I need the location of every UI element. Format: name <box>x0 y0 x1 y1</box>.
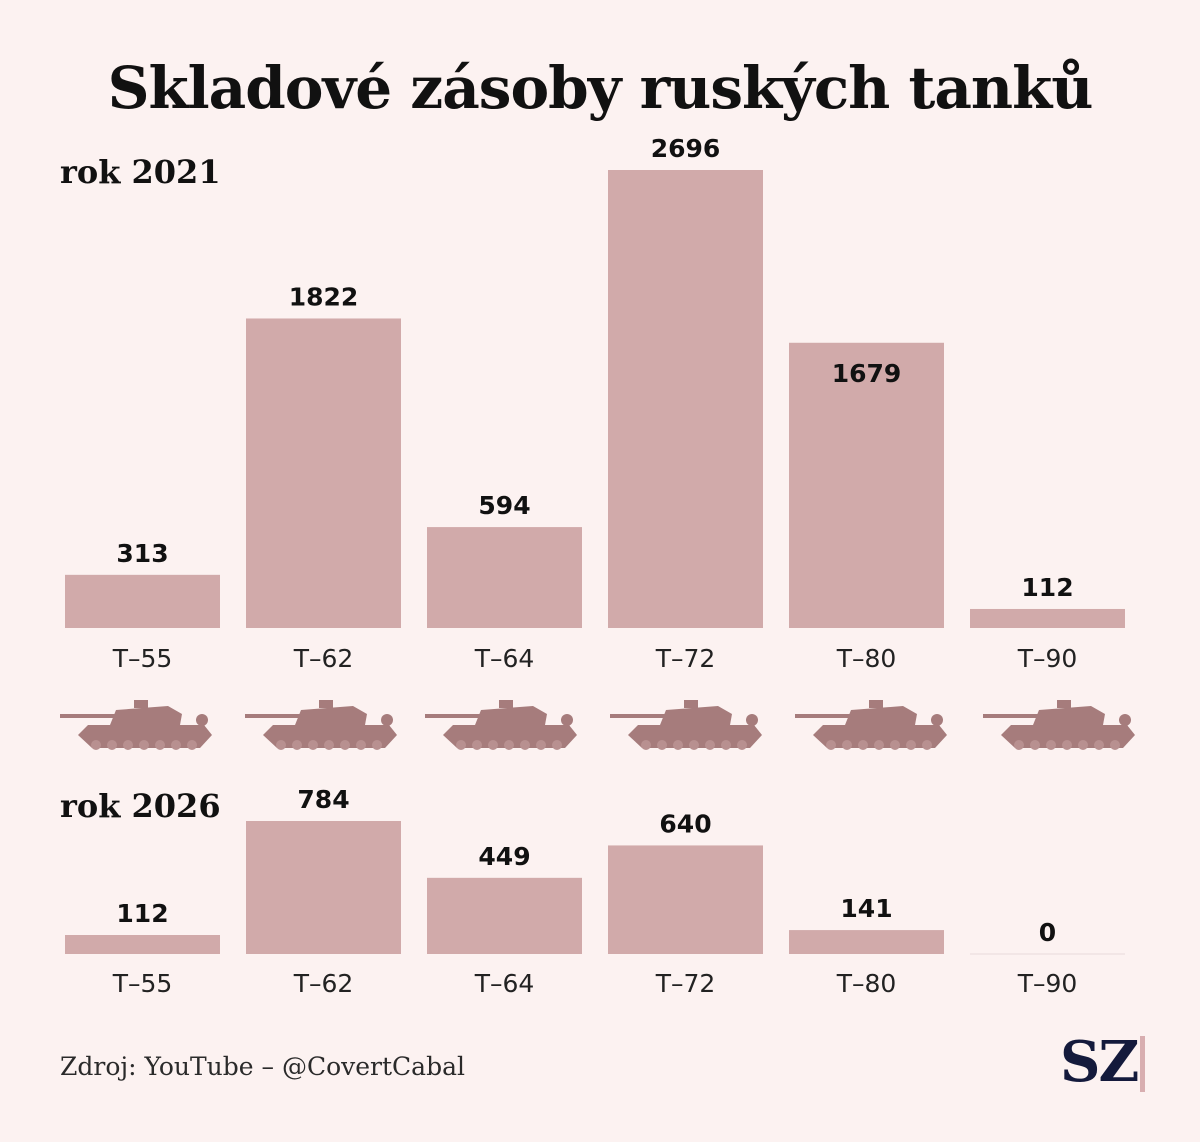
year-2026-label: rok 2026 <box>60 787 221 825</box>
tank-icon <box>60 700 212 750</box>
value-label: 0 <box>1039 918 1056 947</box>
value-label: 784 <box>297 785 349 814</box>
logo-divider <box>1140 1036 1145 1092</box>
category-label: T–55 <box>112 969 173 998</box>
value-label: 640 <box>659 809 711 838</box>
value-label: 1822 <box>289 282 359 311</box>
category-label: T–62 <box>293 644 354 673</box>
bar-T–72 <box>608 845 763 954</box>
category-label: T–64 <box>474 644 535 673</box>
value-label: 449 <box>478 842 530 871</box>
bar-T–72 <box>608 170 763 628</box>
tank-icon <box>425 700 577 750</box>
category-label: T–80 <box>836 969 897 998</box>
value-label: 112 <box>1021 573 1073 602</box>
value-label: 313 <box>116 539 168 568</box>
tank-icon <box>983 700 1135 750</box>
bar-T–64 <box>427 877 582 954</box>
bar-T–80 <box>789 930 944 954</box>
sz-logo: SZ <box>1060 1029 1139 1095</box>
category-label: T–72 <box>655 644 716 673</box>
category-label: T–62 <box>293 969 354 998</box>
bar-T–90 <box>970 608 1125 628</box>
bar-T–55 <box>65 574 220 628</box>
bar-T–64 <box>427 527 582 628</box>
value-label: 1679 <box>832 359 902 388</box>
value-label: 112 <box>116 899 168 928</box>
category-label: T–64 <box>474 969 535 998</box>
value-label: 2696 <box>651 134 721 163</box>
category-label: T–72 <box>655 969 716 998</box>
bar-T–80 <box>789 342 944 628</box>
tank-icon <box>795 700 947 750</box>
category-label: T–90 <box>1017 969 1078 998</box>
category-label: T–55 <box>112 644 173 673</box>
chart-title: Skladové zásoby ruských tanků <box>107 54 1094 122</box>
bar-T–62 <box>246 821 401 954</box>
value-label: 594 <box>478 491 530 520</box>
category-label: T–90 <box>1017 644 1078 673</box>
bar-T–55 <box>65 935 220 954</box>
category-label: T–80 <box>836 644 897 673</box>
source-note: Zdroj: YouTube – @CovertCabal <box>60 1052 465 1081</box>
bar-T–62 <box>246 318 401 628</box>
value-label: 141 <box>840 894 892 923</box>
tank-icon <box>610 700 762 750</box>
year-2021-label: rok 2021 <box>60 153 221 191</box>
tank-icon <box>245 700 397 750</box>
